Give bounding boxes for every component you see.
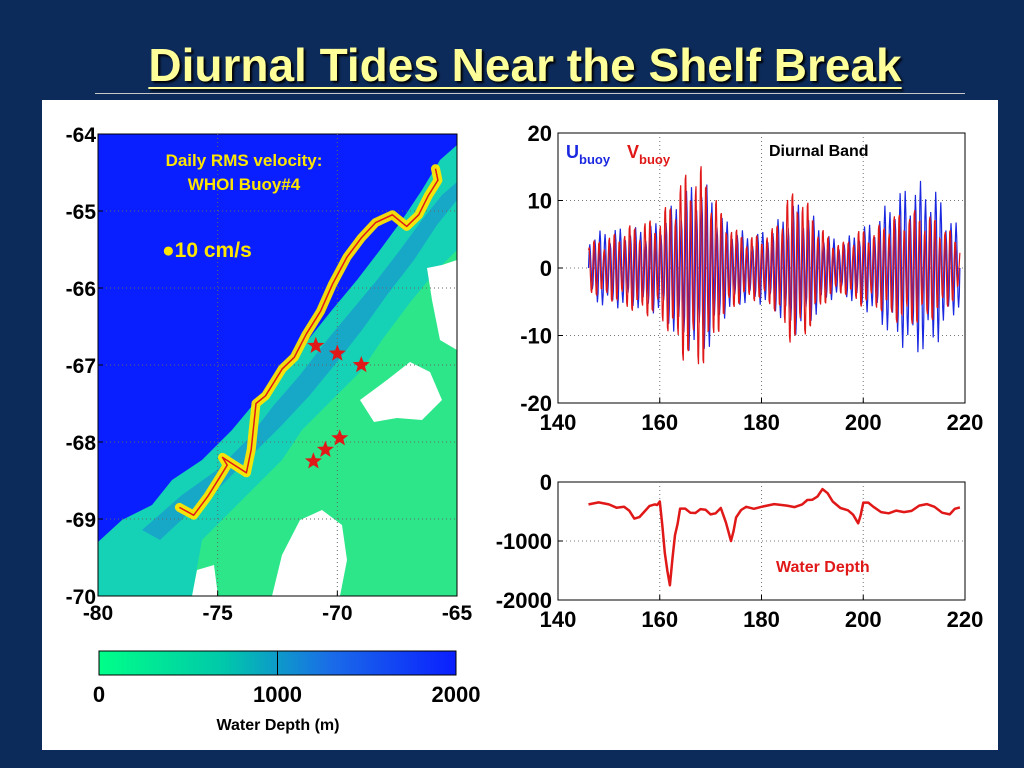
depth-x-tick-label: 180	[743, 607, 780, 632]
velocity-title: Diurnal Band	[769, 143, 869, 160]
legend-entry-v: Vbuoy	[627, 142, 671, 167]
velocity-x-tick-label: 180	[743, 410, 780, 435]
depth-x-tick-label: 160	[641, 607, 678, 632]
station-star-marker	[304, 452, 322, 469]
velocity-x-tick-label: 160	[641, 410, 678, 435]
map-y-tick-label: -66	[66, 278, 96, 301]
velocity-y-tick-label: 10	[528, 189, 552, 214]
legend-entry-name: U	[566, 142, 579, 162]
depth-x-tick-label: 200	[845, 607, 882, 632]
depth-series-label: Water Depth	[776, 559, 870, 576]
colorbar-tick-label: 2000	[432, 682, 481, 707]
colorbar-tick-label: 0	[93, 682, 105, 707]
station-star-marker	[352, 356, 370, 373]
velocity-legend: Ubuoy Vbuoy	[566, 142, 671, 167]
land-patch-east	[360, 362, 442, 422]
title-underline-rule	[95, 93, 965, 94]
map-y-tick-label: -65	[66, 201, 97, 224]
map-y-tick-label: -64	[66, 124, 97, 147]
velocity-series	[587, 166, 961, 365]
legend-entry-name: V	[627, 142, 639, 162]
depth-chart: 140 160 180 200 220 0 -1000 -2000 Water Depth	[496, 470, 984, 632]
velocity-x-tick-label: 220	[947, 410, 984, 435]
depth-series-line	[588, 487, 961, 587]
depth-x-tick-label: 140	[540, 607, 577, 632]
legend-entry-u: Ubuoy	[566, 142, 611, 167]
map-x-axis: -80 -75 -70 -65	[83, 591, 473, 625]
shallow-shelf-region	[192, 250, 457, 596]
map-y-tick-label: -70	[66, 586, 96, 609]
map-annotation-line2: WHOI Buoy#4	[188, 175, 301, 194]
map-annotation-line1: Daily RMS velocity:	[166, 151, 323, 170]
depth-map: -80 -75 -70 -65 -64 -65 -66 -67 -68 -69 -70 Daily…	[66, 124, 473, 625]
depth-y-tick-label: -2000	[496, 588, 552, 613]
map-grid	[98, 134, 457, 596]
map-x-tick-label: -80	[83, 602, 113, 625]
station-star-marker	[307, 336, 325, 353]
land-patch-south-small	[192, 565, 218, 596]
depth-y-tick-label: -1000	[496, 529, 552, 554]
depth-y-tick-label: 0	[540, 470, 552, 495]
velocity-x-tick-label: 140	[540, 410, 577, 435]
figure-panel: -80 -75 -70 -65 -64 -65 -66 -67 -68 -69 -70 Daily…	[42, 100, 998, 750]
depth-x-axis: 140 160 180 200 220	[540, 595, 984, 632]
depth-plot-frame	[557, 481, 966, 601]
slope-band-region	[142, 182, 457, 540]
map-y-tick-label: -69	[66, 509, 96, 532]
figure-svg: -80 -75 -70 -65 -64 -65 -66 -67 -68 -69 -70 Daily…	[66, 121, 984, 734]
map-x-tick-label: -75	[202, 602, 233, 625]
station-markers	[304, 336, 370, 469]
map-y-axis: -64 -65 -66 -67 -68 -69 -70	[66, 124, 103, 609]
map-x-tick-label: -65	[442, 602, 473, 625]
land-patch-northeast	[427, 260, 457, 350]
map-x-tick-label: -70	[322, 602, 352, 625]
colorbar-tick-label: 1000	[253, 682, 302, 707]
slide-title: Diurnal Tides Near the Shelf Break	[148, 39, 902, 91]
velocity-series-v-line	[587, 166, 961, 365]
buoy-track-line	[179, 168, 439, 516]
velocity-grid	[558, 133, 965, 403]
legend-entry-subscript: buoy	[639, 152, 671, 167]
velocity-x-axis: 140 160 180 200 220	[540, 398, 984, 435]
station-star-marker	[328, 344, 346, 361]
velocity-y-tick-label: 20	[528, 121, 552, 146]
colorbar-label: Water Depth (m)	[217, 717, 340, 734]
velocity-y-tick-label: -20	[520, 391, 552, 416]
velocity-y-tick-label: 0	[540, 256, 552, 281]
station-star-marker	[331, 429, 349, 446]
velocity-y-axis: 20 10 0 -10 -20	[520, 121, 563, 416]
depth-y-axis: 0 -1000 -2000	[496, 470, 563, 613]
velocity-y-tick-label: -10	[520, 324, 552, 349]
station-star-marker	[316, 440, 334, 457]
legend-entry-subscript: buoy	[579, 152, 611, 167]
map-scale-label: ●10 cm/s	[162, 239, 252, 262]
map-y-tick-label: -68	[66, 432, 97, 455]
colorbar-ticks: 0 1000 2000	[93, 651, 481, 707]
colorbar: 0 1000 2000 Water Depth (m)	[93, 650, 481, 734]
map-y-tick-label: -67	[66, 355, 96, 378]
land-patch-south	[272, 510, 347, 596]
depth-x-tick-label: 220	[947, 607, 984, 632]
velocity-x-tick-label: 200	[845, 410, 882, 435]
